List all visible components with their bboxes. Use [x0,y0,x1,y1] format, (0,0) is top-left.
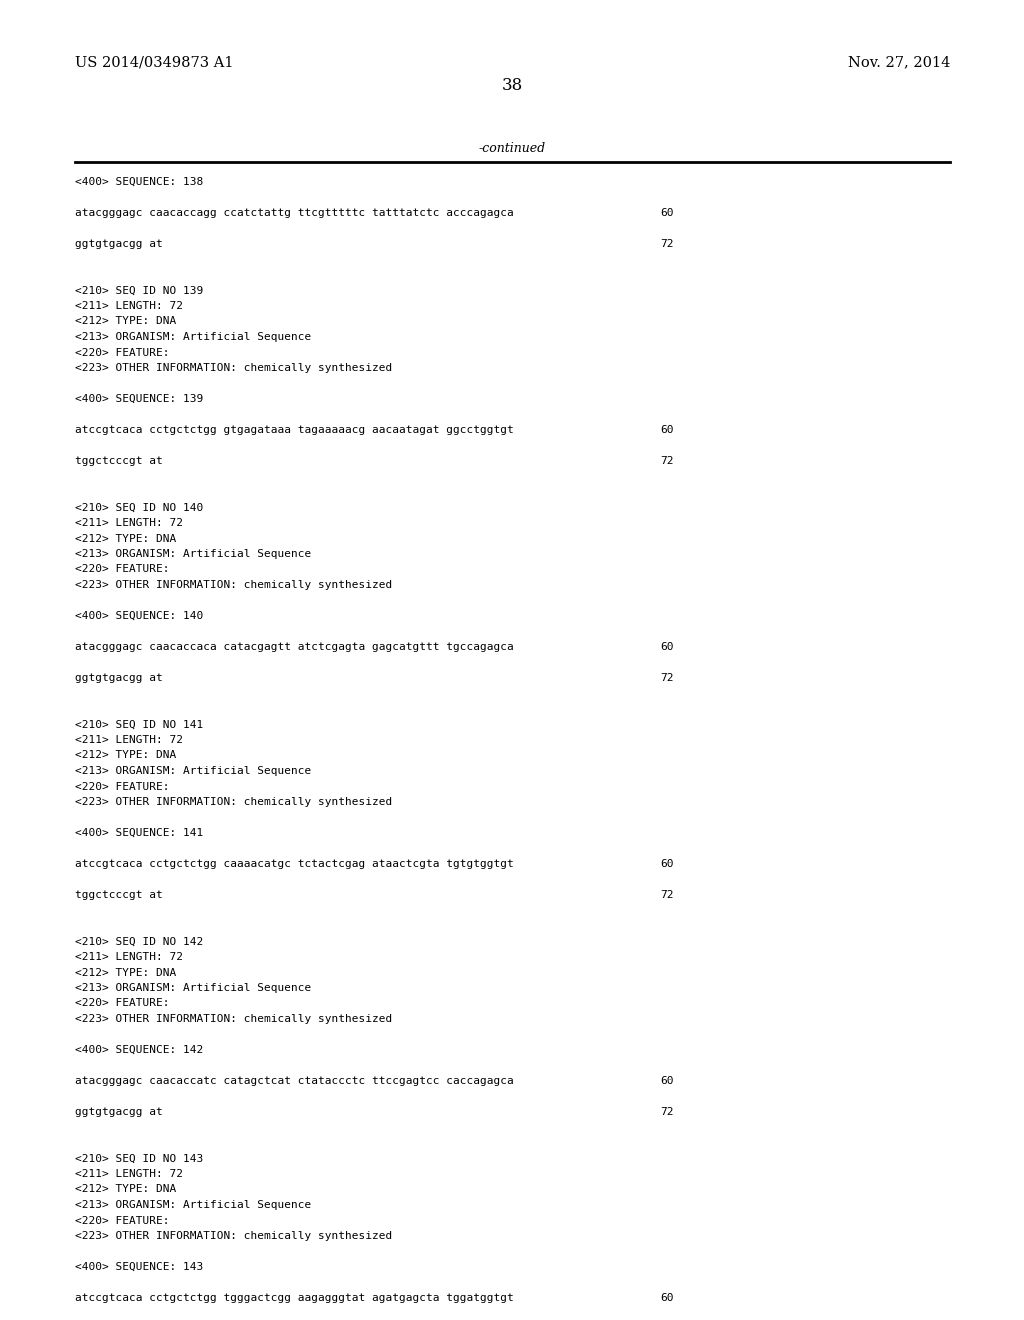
Text: <212> TYPE: DNA: <212> TYPE: DNA [75,533,176,544]
Text: <400> SEQUENCE: 138: <400> SEQUENCE: 138 [75,177,203,187]
Text: <211> LENGTH: 72: <211> LENGTH: 72 [75,1170,183,1179]
Text: <220> FEATURE:: <220> FEATURE: [75,781,170,792]
Text: <210> SEQ ID NO 140: <210> SEQ ID NO 140 [75,503,203,512]
Text: <211> LENGTH: 72: <211> LENGTH: 72 [75,517,183,528]
Text: <212> TYPE: DNA: <212> TYPE: DNA [75,1184,176,1195]
Text: 72: 72 [660,239,674,249]
Text: <212> TYPE: DNA: <212> TYPE: DNA [75,317,176,326]
Text: 72: 72 [660,1107,674,1117]
Text: <210> SEQ ID NO 142: <210> SEQ ID NO 142 [75,936,203,946]
Text: -continued: -continued [478,141,546,154]
Text: <223> OTHER INFORMATION: chemically synthesized: <223> OTHER INFORMATION: chemically synt… [75,797,392,807]
Text: <210> SEQ ID NO 143: <210> SEQ ID NO 143 [75,1154,203,1163]
Text: <220> FEATURE:: <220> FEATURE: [75,998,170,1008]
Text: 72: 72 [660,890,674,900]
Text: atccgtcaca cctgctctgg gtgagataaa tagaaaaacg aacaatagat ggcctggtgt: atccgtcaca cctgctctgg gtgagataaa tagaaaa… [75,425,514,436]
Text: <400> SEQUENCE: 139: <400> SEQUENCE: 139 [75,393,203,404]
Text: atacgggagc caacaccatc catagctcat ctataccctc ttccgagtcc caccagagca: atacgggagc caacaccatc catagctcat ctatacc… [75,1076,514,1086]
Text: tggctcccgt at: tggctcccgt at [75,890,163,900]
Text: <211> LENGTH: 72: <211> LENGTH: 72 [75,735,183,744]
Text: 60: 60 [660,859,674,869]
Text: <213> ORGANISM: Artificial Sequence: <213> ORGANISM: Artificial Sequence [75,1200,311,1210]
Text: <213> ORGANISM: Artificial Sequence: <213> ORGANISM: Artificial Sequence [75,766,311,776]
Text: <400> SEQUENCE: 143: <400> SEQUENCE: 143 [75,1262,203,1272]
Text: <400> SEQUENCE: 140: <400> SEQUENCE: 140 [75,611,203,620]
Text: tggctcccgt at: tggctcccgt at [75,455,163,466]
Text: atccgtcaca cctgctctgg caaaacatgc tctactcgag ataactcgta tgtgtggtgt: atccgtcaca cctgctctgg caaaacatgc tctactc… [75,859,514,869]
Text: atacgggagc caacaccaca catacgagtt atctcgagta gagcatgttt tgccagagca: atacgggagc caacaccaca catacgagtt atctcga… [75,642,514,652]
Text: <210> SEQ ID NO 139: <210> SEQ ID NO 139 [75,285,203,296]
Text: 60: 60 [660,1294,674,1303]
Text: atacgggagc caacaccagg ccatctattg ttcgtttttc tatttatctc acccagagca: atacgggagc caacaccagg ccatctattg ttcgttt… [75,209,514,218]
Text: <211> LENGTH: 72: <211> LENGTH: 72 [75,952,183,962]
Text: <212> TYPE: DNA: <212> TYPE: DNA [75,751,176,760]
Text: atccgtcaca cctgctctgg tgggactcgg aagagggtat agatgagcta tggatggtgt: atccgtcaca cctgctctgg tgggactcgg aagaggg… [75,1294,514,1303]
Text: <220> FEATURE:: <220> FEATURE: [75,1216,170,1225]
Text: <223> OTHER INFORMATION: chemically synthesized: <223> OTHER INFORMATION: chemically synt… [75,1014,392,1024]
Text: <210> SEQ ID NO 141: <210> SEQ ID NO 141 [75,719,203,730]
Text: <220> FEATURE:: <220> FEATURE: [75,347,170,358]
Text: US 2014/0349873 A1: US 2014/0349873 A1 [75,55,233,69]
Text: 72: 72 [660,455,674,466]
Text: <220> FEATURE:: <220> FEATURE: [75,565,170,574]
Text: <223> OTHER INFORMATION: chemically synthesized: <223> OTHER INFORMATION: chemically synt… [75,1232,392,1241]
Text: <211> LENGTH: 72: <211> LENGTH: 72 [75,301,183,312]
Text: 72: 72 [660,673,674,682]
Text: <223> OTHER INFORMATION: chemically synthesized: <223> OTHER INFORMATION: chemically synt… [75,579,392,590]
Text: <213> ORGANISM: Artificial Sequence: <213> ORGANISM: Artificial Sequence [75,333,311,342]
Text: ggtgtgacgg at: ggtgtgacgg at [75,239,163,249]
Text: <213> ORGANISM: Artificial Sequence: <213> ORGANISM: Artificial Sequence [75,549,311,558]
Text: 60: 60 [660,209,674,218]
Text: 38: 38 [502,77,522,94]
Text: <213> ORGANISM: Artificial Sequence: <213> ORGANISM: Artificial Sequence [75,983,311,993]
Text: <400> SEQUENCE: 142: <400> SEQUENCE: 142 [75,1045,203,1055]
Text: 60: 60 [660,425,674,436]
Text: <400> SEQUENCE: 141: <400> SEQUENCE: 141 [75,828,203,838]
Text: ggtgtgacgg at: ggtgtgacgg at [75,1107,163,1117]
Text: 60: 60 [660,1076,674,1086]
Text: <212> TYPE: DNA: <212> TYPE: DNA [75,968,176,978]
Text: <223> OTHER INFORMATION: chemically synthesized: <223> OTHER INFORMATION: chemically synt… [75,363,392,374]
Text: ggtgtgacgg at: ggtgtgacgg at [75,673,163,682]
Text: Nov. 27, 2014: Nov. 27, 2014 [848,55,950,69]
Text: 60: 60 [660,642,674,652]
